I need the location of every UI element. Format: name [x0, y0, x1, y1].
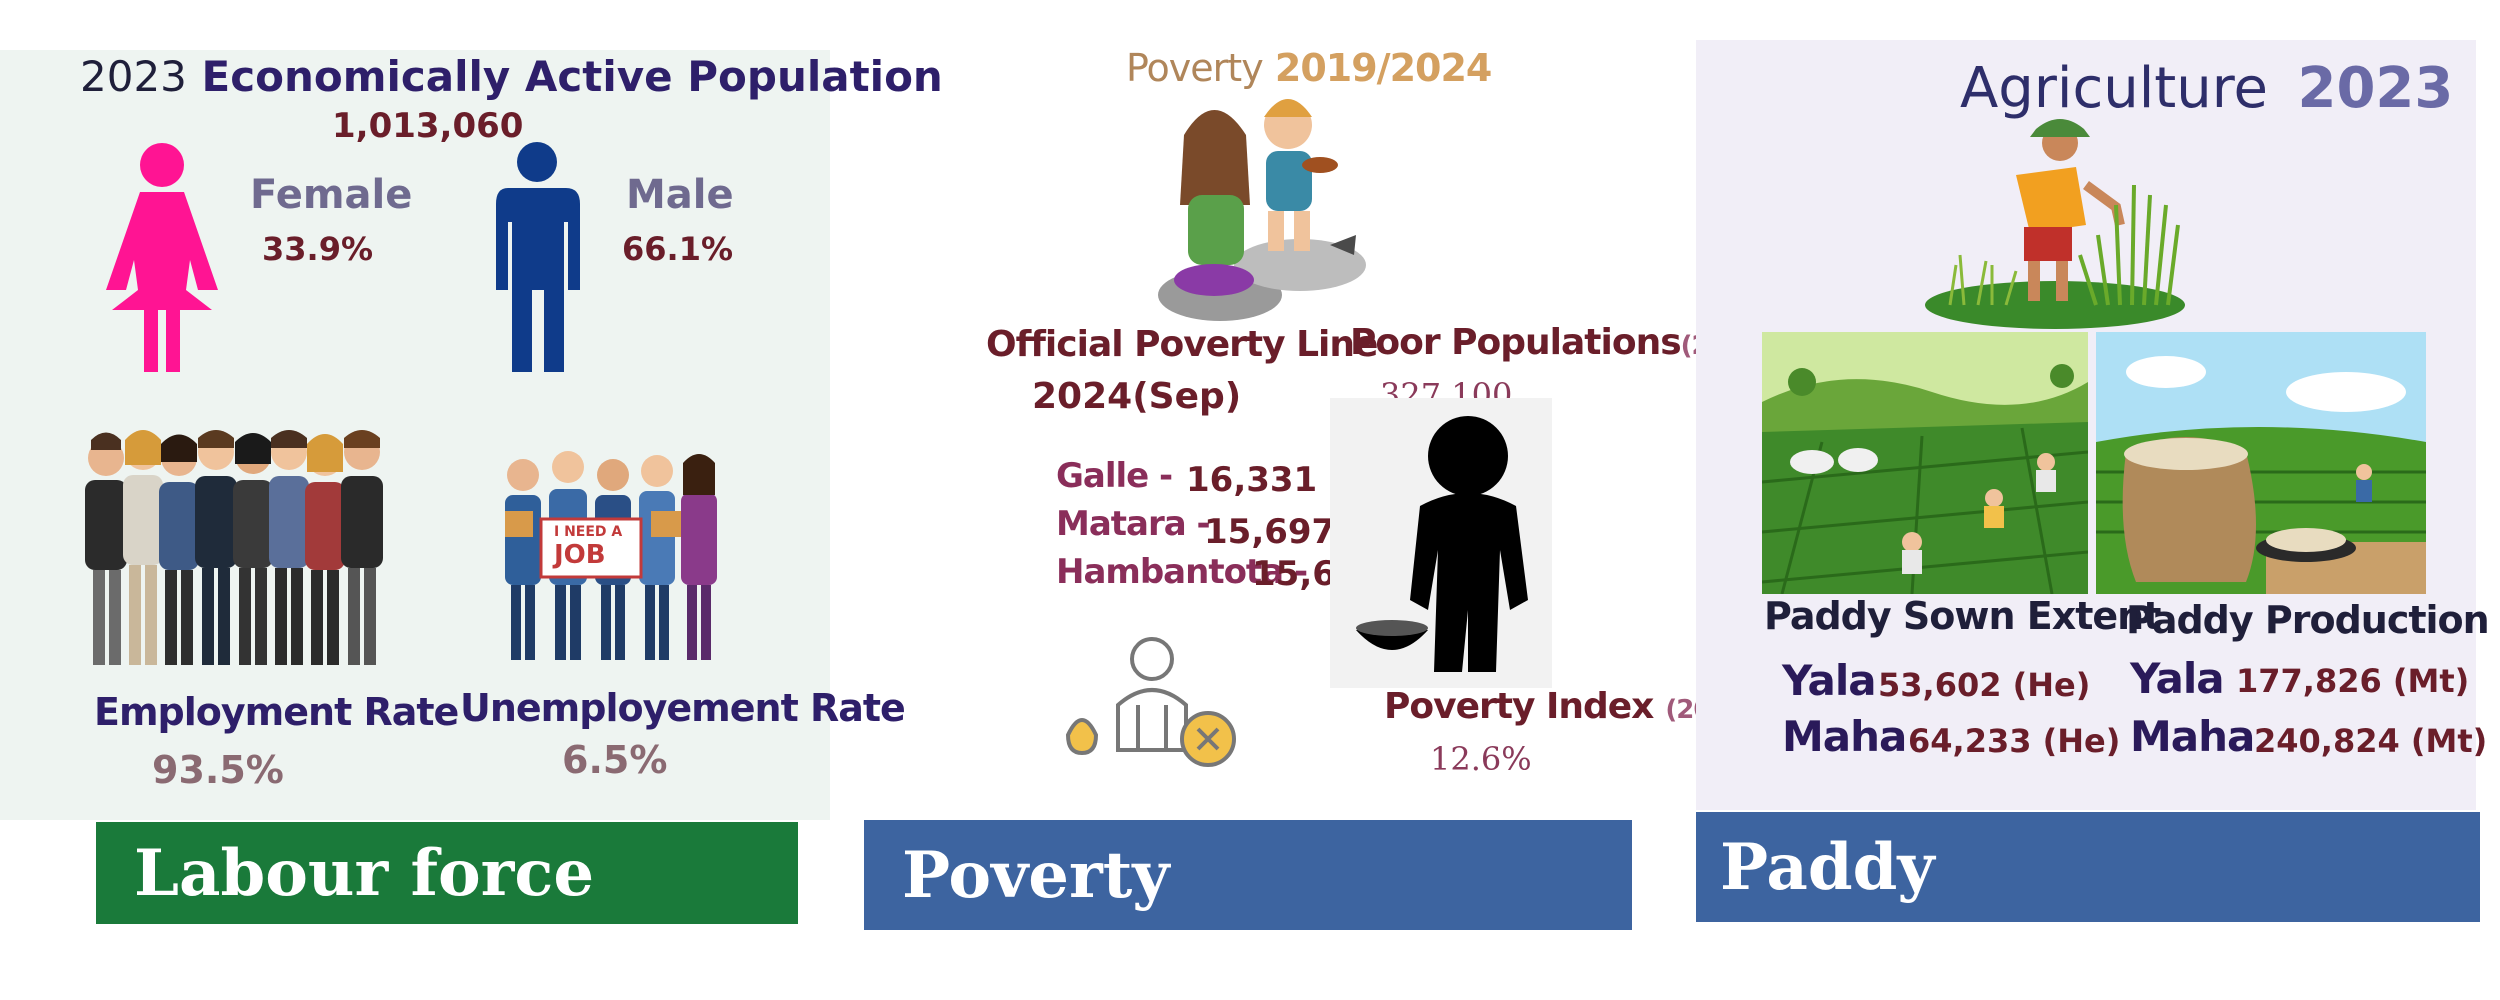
poverty-banner-label: Poverty	[902, 837, 1170, 913]
district-matara-value: 15,697	[1204, 512, 1336, 552]
paddy-banner-label: Paddy	[1720, 829, 1935, 905]
male-label: Male	[626, 172, 734, 218]
production-yala-value: 177,826 (Mt)	[2236, 662, 2470, 700]
paddy-field-image	[1762, 332, 2088, 594]
male-pct: 66.1%	[622, 230, 734, 268]
labour-total: 1,013,060	[332, 106, 524, 146]
employment-label: Employment Rate	[94, 690, 459, 734]
poverty-heading: Poverty 2019/2024	[1126, 46, 1492, 90]
farmer-icon	[1925, 119, 2185, 329]
unemployment-pct: 6.5%	[562, 738, 668, 782]
jobseekers-icon	[505, 451, 717, 660]
poor-populations-title: Poor Populations	[1350, 322, 1682, 363]
paddy-banner[interactable]: Paddy	[1696, 812, 2480, 922]
sown-yala-season: Yala	[1782, 656, 1877, 705]
agriculture-heading: Agriculture 2023	[1960, 56, 2453, 121]
labour-heading-title: Economically Active Population	[201, 52, 943, 101]
employment-pct: 93.5%	[152, 748, 284, 792]
poverty-line-label: Official Poverty Line	[986, 324, 1378, 365]
sown-maha-value: 64,233 (He)	[1908, 722, 2121, 760]
female-label: Female	[250, 172, 413, 218]
agriculture-heading-word: Agriculture	[1960, 56, 2268, 121]
labour-force-banner-label: Labour force	[134, 835, 595, 911]
paddy-production-image	[2096, 332, 2426, 594]
job-sign-text-2: JOB	[554, 540, 606, 570]
poverty-heading-word: Poverty	[1126, 46, 1264, 90]
sitting-person-icon	[1356, 416, 1528, 672]
poverty-index-value: 12.6%	[1430, 740, 1532, 778]
poverty-line-period: 2024(Sep)	[1032, 376, 1242, 417]
male-icon	[496, 142, 580, 372]
labour-force-banner[interactable]: Labour force	[96, 822, 798, 924]
labour-heading: 2023 Economically Active Population	[80, 52, 943, 101]
district-galle-value: 16,331	[1186, 460, 1318, 500]
employees-group-icon	[85, 430, 383, 665]
paddy-production-label: Paddy Production	[2126, 598, 2490, 642]
agriculture-heading-year: 2023	[2297, 56, 2454, 121]
poverty-index-title: Poverty Index	[1384, 686, 1654, 727]
district-matara-name: Matara -	[1056, 504, 1211, 544]
production-maha-season: Maha	[2130, 712, 2255, 761]
poor-children-icon	[1158, 99, 1366, 321]
poverty-banner[interactable]: Poverty	[864, 820, 1632, 930]
poverty-heading-years: 2019/2024	[1274, 46, 1492, 90]
district-hambantota-name: Hambantota -	[1056, 552, 1308, 592]
unemployment-label: Unemployement Rate	[460, 686, 906, 730]
production-yala-season: Yala	[2130, 654, 2225, 703]
female-pct: 33.9%	[262, 230, 374, 268]
female-icon	[106, 143, 218, 372]
sown-maha-season: Maha	[1782, 712, 1907, 761]
paddy-sown-label: Paddy Sown Extent	[1764, 594, 2161, 638]
hardship-icon	[1065, 637, 1236, 767]
job-sign-text-1: I NEED A	[554, 524, 623, 540]
district-galle-name: Galle -	[1056, 456, 1173, 496]
labour-heading-year: 2023	[80, 52, 187, 101]
production-maha-value: 240,824 (Mt)	[2254, 722, 2488, 760]
sown-yala-value: 53,602 (He)	[1878, 666, 2091, 704]
